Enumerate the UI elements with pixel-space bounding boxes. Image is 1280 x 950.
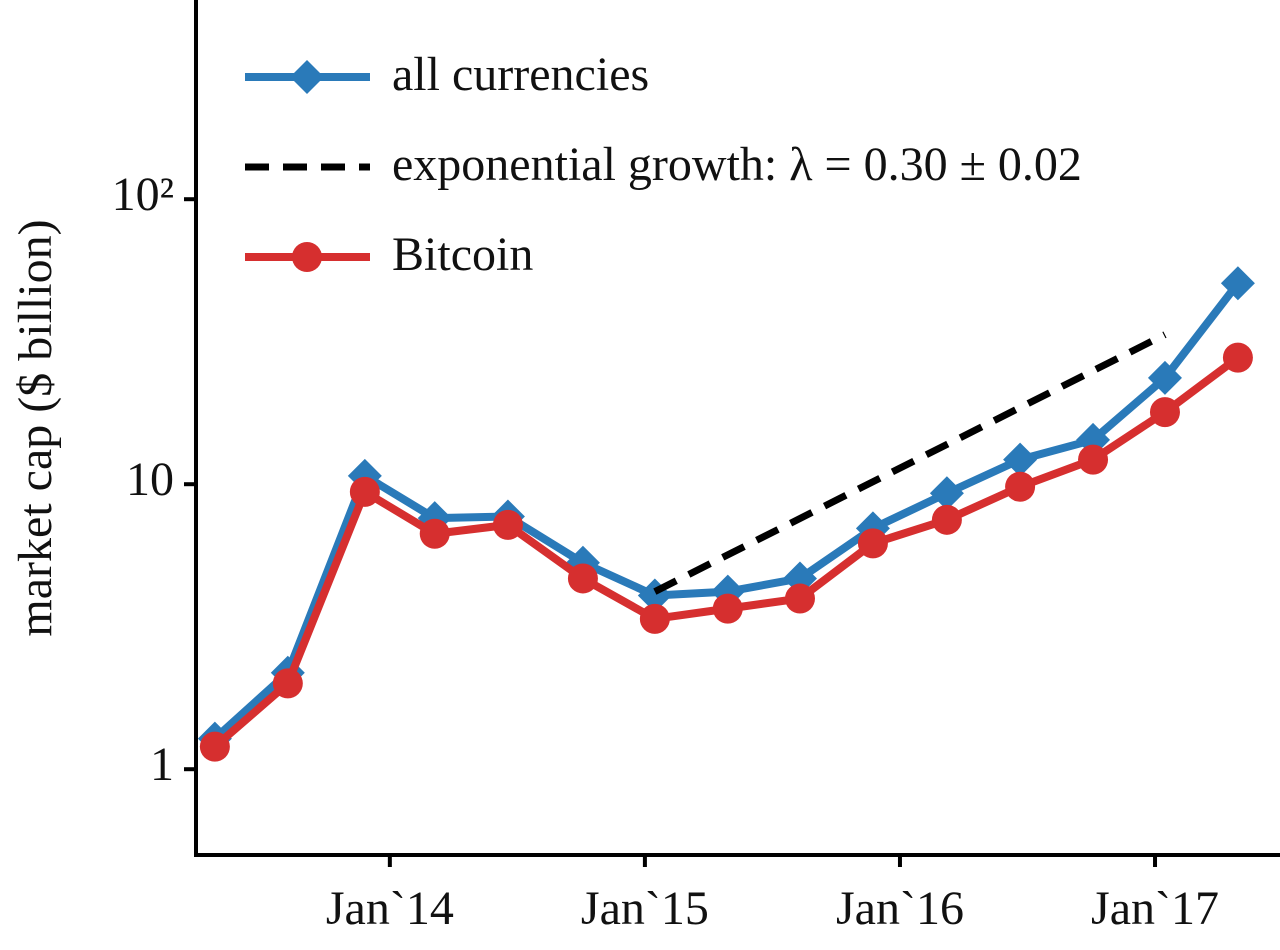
data-point: [929, 476, 964, 511]
y-axis-label: market cap ($ billion): [9, 219, 62, 636]
data-point: [931, 504, 962, 535]
legend-label: exponential growth: λ = 0.30 ± 0.02: [392, 138, 1082, 191]
data-point: [1222, 342, 1253, 373]
x-tick-label: Jan`16: [836, 882, 964, 935]
y-tick-label: 10²: [112, 168, 174, 221]
legend-label: all currencies: [392, 48, 649, 101]
legend-label: Bitcoin: [392, 228, 533, 281]
data-point: [199, 731, 230, 762]
legend-marker: [292, 242, 322, 272]
legend-marker: [290, 60, 324, 94]
y-tick-label: 10: [126, 453, 174, 506]
x-tick-label: Jan`14: [326, 882, 454, 935]
data-point: [1147, 360, 1182, 395]
x-tick-label: Jan`15: [581, 882, 709, 935]
data-point: [1078, 444, 1109, 475]
data-point: [567, 563, 598, 594]
data-point: [712, 593, 743, 624]
data-point: [349, 476, 380, 507]
data-point: [784, 583, 815, 614]
data-point: [272, 668, 303, 699]
data-point: [1003, 442, 1038, 477]
x-tick-label: Jan`17: [1091, 882, 1219, 935]
data-point: [419, 518, 450, 549]
series-line: [653, 331, 1167, 595]
data-point: [1220, 266, 1255, 301]
data-point: [492, 509, 523, 540]
data-point: [1149, 397, 1180, 428]
data-point: [1005, 471, 1036, 502]
data-point: [857, 528, 888, 559]
y-tick-label: 1: [150, 738, 174, 791]
series-line: [212, 280, 1242, 742]
data-point: [639, 603, 670, 634]
